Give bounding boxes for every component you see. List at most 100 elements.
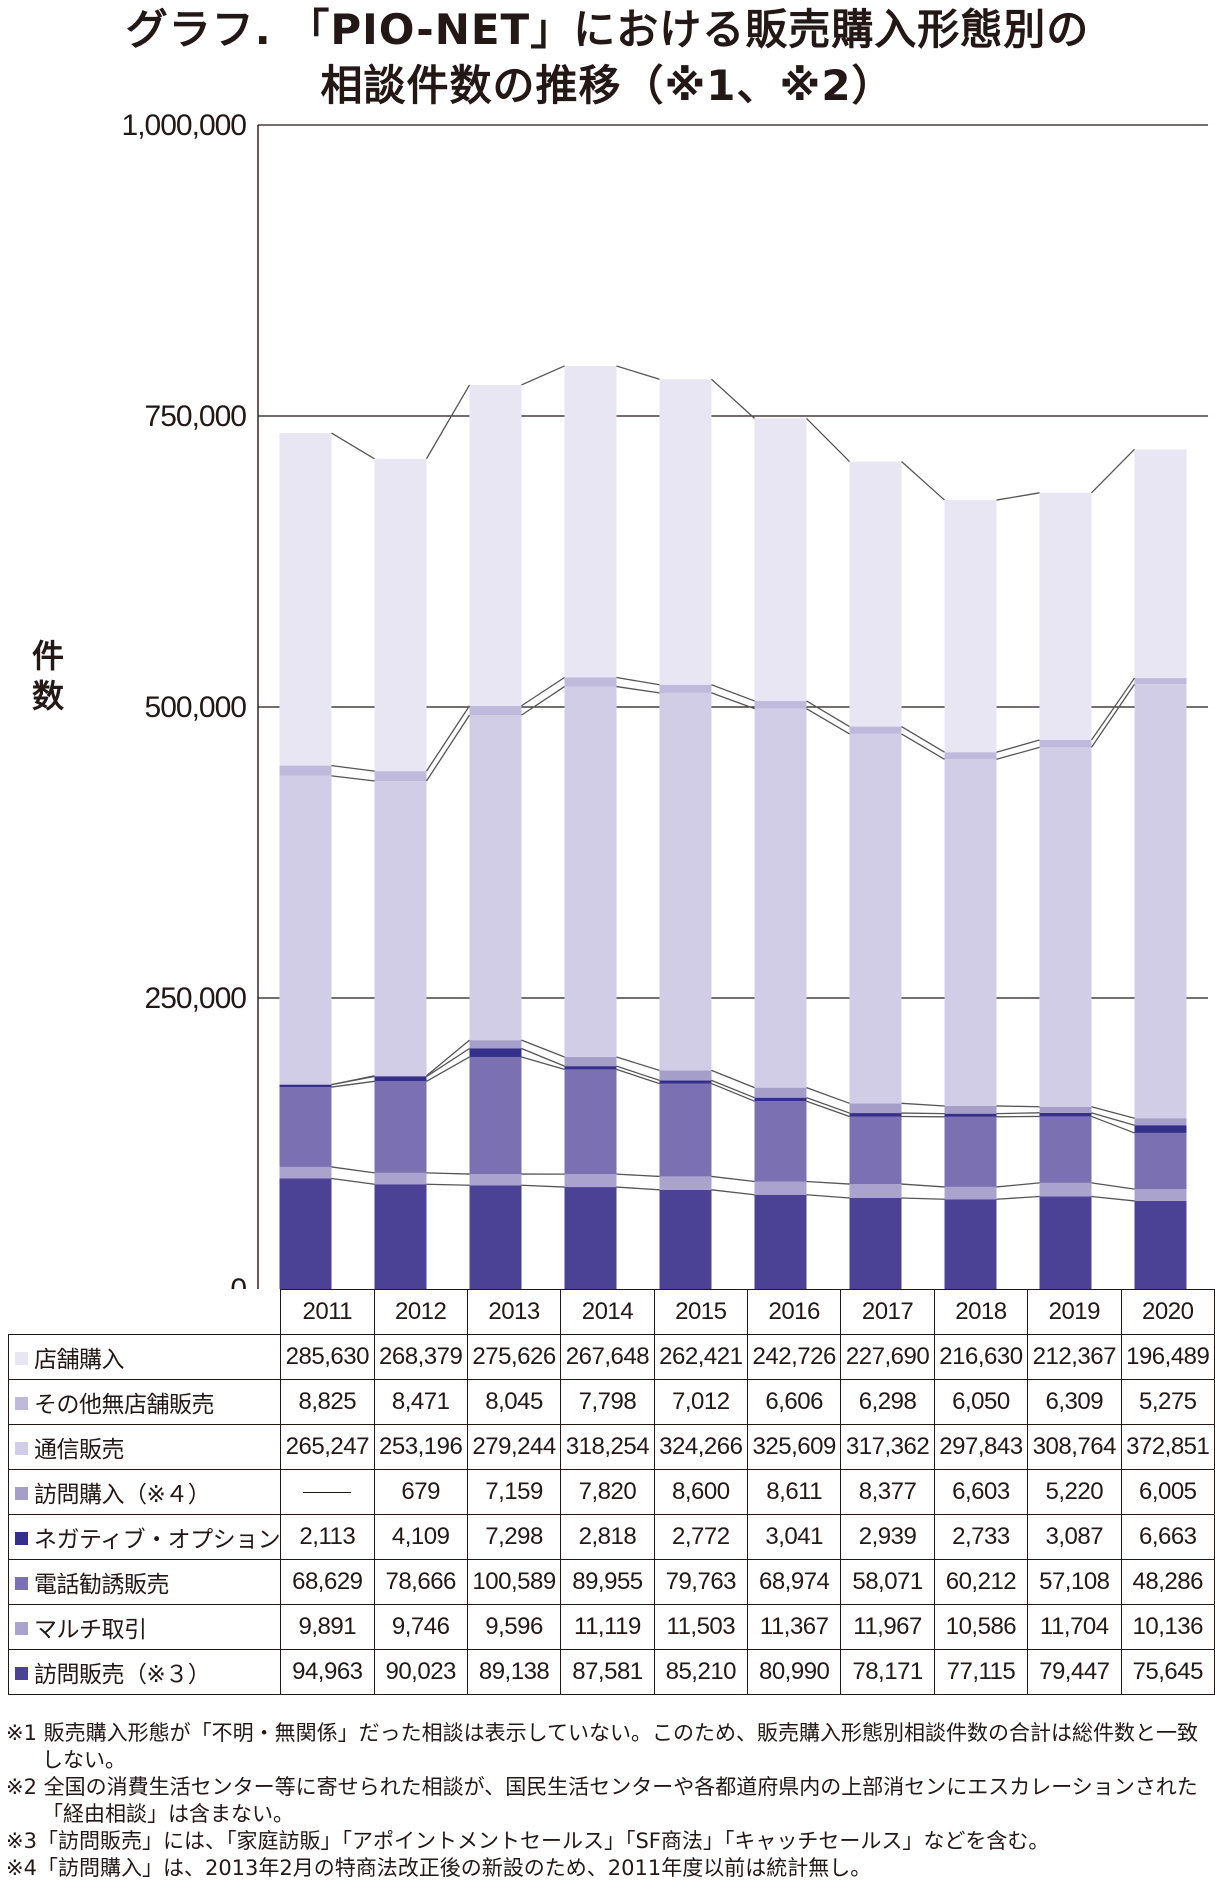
legend-text: 店舗購入 — [34, 1347, 125, 1373]
bar-segment — [849, 461, 902, 727]
bar-segment — [469, 1056, 522, 1175]
table-cell: 9,746 — [373, 1604, 468, 1650]
series-connector-line — [331, 775, 375, 782]
table-cell: 268,379 — [373, 1334, 468, 1380]
series-connector-line — [711, 378, 755, 419]
table-row: 電話勧誘販売 68,629 78,666 100,589 89,955 79,763 68,… — [7, 1559, 1215, 1605]
bar-segment — [469, 715, 522, 1041]
series-connector-line — [521, 1039, 565, 1058]
series-connector-line — [711, 1079, 755, 1099]
bar-segment — [659, 1080, 712, 1084]
series-connector-line — [521, 1184, 565, 1188]
series-connector-line — [521, 1056, 565, 1071]
legend-label: 訪問購入（※４） — [7, 1469, 282, 1515]
table-year-header: 2016 — [746, 1289, 842, 1335]
legend-text: 通信販売 — [34, 1437, 125, 1463]
legend-text: ネガティブ・オプション — [34, 1527, 281, 1553]
table-cell: 8,471 — [373, 1379, 468, 1425]
series-connector-line — [806, 1097, 850, 1114]
table-cell: 48,286 — [1120, 1559, 1215, 1605]
table-cell: 6,050 — [933, 1379, 1029, 1425]
table-cell: 87,581 — [560, 1649, 655, 1695]
series-connector-line — [426, 1183, 470, 1186]
table-year-header: 2020 — [1120, 1289, 1215, 1335]
bar-segment — [944, 1186, 997, 1200]
table-cell: 212,367 — [1027, 1334, 1122, 1380]
table-row: ネガティブ・オプション 2,113 4,109 7,298 2,818 2,772 3,04… — [7, 1514, 1215, 1560]
legend-swatch — [15, 1532, 28, 1545]
table-cell: 5,220 — [1027, 1469, 1122, 1515]
bar-segment — [1039, 1182, 1092, 1197]
footnote: ※1 販売購入形態が「不明・無関係」だった相談は表示していない。このため、販売購… — [6, 1721, 1198, 1772]
series-connector-line — [806, 708, 850, 735]
series-connector-line — [331, 1075, 375, 1086]
bar-segment — [469, 1174, 522, 1186]
series-connector-line — [425, 714, 471, 782]
bar-segment — [1134, 449, 1187, 679]
series-connector-line — [996, 492, 1040, 501]
series-connector-line — [996, 1105, 1040, 1108]
bar-segment — [564, 1057, 617, 1067]
bar-segment — [754, 1194, 807, 1289]
table-cell: 2,772 — [653, 1514, 749, 1560]
series-connector-line — [996, 739, 1040, 753]
bar-segment — [849, 1116, 902, 1185]
table-cell: 8,377 — [840, 1469, 935, 1515]
legend-swatch — [15, 1352, 28, 1365]
table-cell: 679 — [373, 1469, 468, 1515]
table-cell: 8,600 — [653, 1469, 749, 1515]
bar-segment — [469, 1048, 522, 1057]
table-row: マルチ取引 9,891 9,746 9,596 11,119 11,503 11,367 11… — [7, 1604, 1215, 1650]
table-year-header: 2017 — [840, 1289, 935, 1335]
chart-title-line-2: 相談件数の推移（※1、※2） — [320, 61, 895, 110]
legend-text: 訪問購入（※４） — [34, 1482, 211, 1508]
table-cell: 4,109 — [373, 1514, 468, 1560]
table-cell: 267,648 — [560, 1334, 655, 1380]
table-year-header: 2011 — [280, 1289, 375, 1335]
table-cell: 10,136 — [1120, 1604, 1215, 1650]
table-cell: 317,362 — [840, 1424, 935, 1470]
series-connector-line — [331, 1166, 375, 1174]
bar-segment — [469, 384, 522, 706]
series-connector-line — [426, 1172, 470, 1175]
bar-segment — [469, 705, 522, 716]
table-cell: 3,041 — [746, 1514, 842, 1560]
table-cell: 2,733 — [933, 1514, 1029, 1560]
series-connector-line — [1091, 1195, 1135, 1202]
series-connector-line — [331, 1177, 375, 1185]
footnote: ※4「訪問購入」は、2013年2月の特商法改正後の新設のため、2011年度以前は… — [6, 1856, 872, 1880]
no-data-dash — [303, 1492, 352, 1494]
table-cell: 2,113 — [280, 1514, 375, 1560]
bar-segment — [564, 1174, 617, 1188]
series-connector-line — [711, 1175, 755, 1183]
table-cell: 6,309 — [1027, 1379, 1122, 1425]
table-cell: 90,023 — [373, 1649, 468, 1695]
bar-segment — [374, 1076, 427, 1082]
series-connector-line — [901, 1102, 945, 1107]
bar-segment — [374, 458, 427, 772]
bar-segment — [1039, 1196, 1092, 1289]
table-cell: 78,666 — [373, 1559, 468, 1605]
series-connector-line — [711, 1069, 755, 1089]
legend-swatch — [15, 1487, 28, 1500]
series-connector-line — [1091, 1182, 1135, 1190]
table-row: 訪問販売（※３） 94,963 90,023 89,138 87,581 85,210 80… — [7, 1649, 1215, 1695]
series-connector-line — [1090, 677, 1136, 741]
bar-segment — [849, 733, 902, 1104]
table-cell: 285,630 — [280, 1334, 375, 1380]
bar-segment — [754, 708, 807, 1088]
bar-segment — [564, 1066, 617, 1070]
bar-segment — [374, 771, 427, 782]
bar-segment — [469, 1185, 522, 1289]
series-connector-line — [426, 1047, 470, 1078]
bar-segment — [564, 677, 617, 687]
bar-segment — [849, 1184, 902, 1199]
bar-segment — [279, 1087, 332, 1167]
bar-segment — [1039, 747, 1092, 1107]
table-year-header: 2013 — [466, 1289, 562, 1335]
table-cell: 216,630 — [933, 1334, 1029, 1380]
bar-segment — [1039, 740, 1092, 748]
table-cell: 68,974 — [746, 1559, 842, 1605]
table-cell: 68,629 — [280, 1559, 375, 1605]
bar-segment — [659, 692, 712, 1071]
